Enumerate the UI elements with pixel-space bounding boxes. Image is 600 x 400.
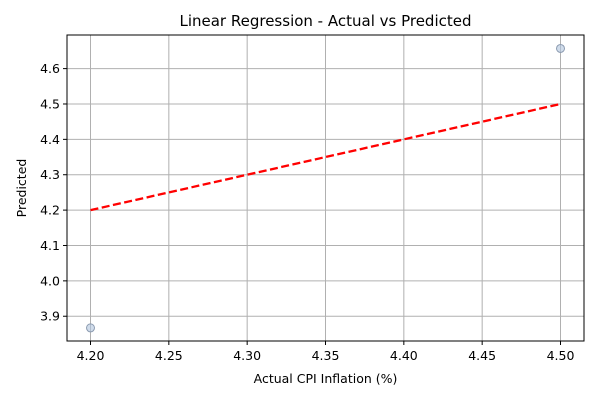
chart-title: Linear Regression - Actual vs Predicted <box>179 12 471 30</box>
x-tick-label: 4.35 <box>312 348 340 363</box>
y-axis: 3.9 4.0 4.1 4.2 4.3 4.4 4.5 4.6 <box>40 61 67 324</box>
x-tick-label: 4.40 <box>390 348 418 363</box>
y-tick-label: 4.6 <box>40 61 60 76</box>
y-tick-label: 4.4 <box>40 132 60 147</box>
x-tick-label: 4.30 <box>233 348 261 363</box>
x-tick-label: 4.20 <box>77 348 105 363</box>
y-axis-title: Predicted <box>14 159 29 218</box>
x-axis: 4.20 4.25 4.30 4.35 4.40 4.45 4.50 <box>77 341 575 363</box>
y-tick-label: 4.0 <box>40 273 60 288</box>
y-tick-label: 4.2 <box>40 203 60 218</box>
data-point <box>86 323 95 333</box>
y-tick-label: 4.3 <box>40 167 60 182</box>
x-axis-title: Actual CPI Inflation (%) <box>254 371 398 386</box>
x-tick-label: 4.25 <box>155 348 183 363</box>
points-layer <box>86 43 565 333</box>
grid <box>67 35 584 341</box>
y-tick-label: 4.5 <box>40 96 60 111</box>
y-tick-label: 4.1 <box>40 238 60 253</box>
x-tick-label: 4.50 <box>547 348 575 363</box>
data-point <box>556 43 565 53</box>
x-tick-label: 4.45 <box>468 348 496 363</box>
y-tick-label: 3.9 <box>40 309 60 324</box>
